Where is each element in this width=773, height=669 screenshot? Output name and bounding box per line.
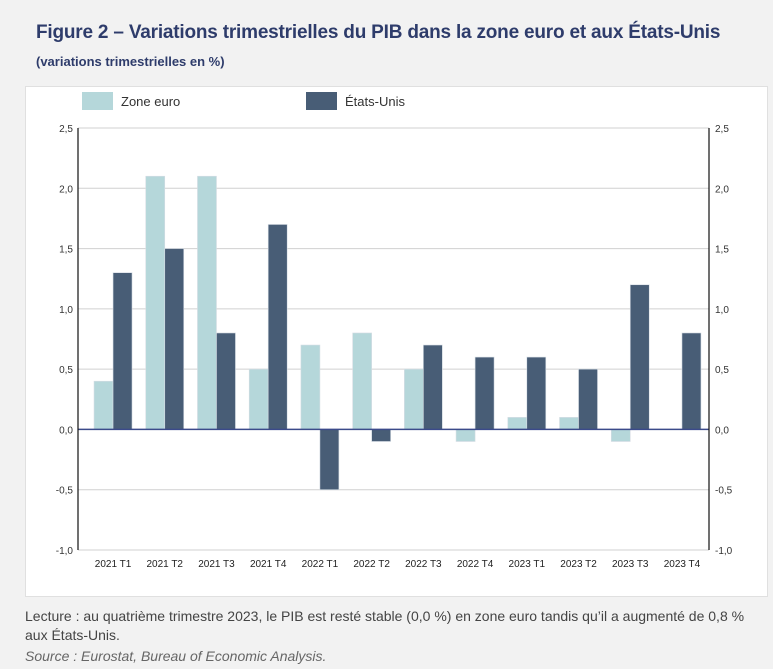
x-tick-label: 2021 T4 <box>250 559 287 570</box>
y-tick-label-right: 1,0 <box>715 305 729 316</box>
bar-etats-unis <box>267 224 288 430</box>
x-tick-label: 2023 T3 <box>612 559 649 570</box>
y-tick-label-right: -1,0 <box>715 546 733 557</box>
bar-etats-unis <box>423 344 443 430</box>
bar-etats-unis <box>629 284 650 430</box>
legend-swatch <box>82 92 113 110</box>
x-tick-label: 2023 T2 <box>560 559 597 570</box>
bar-etats-unis <box>371 429 391 442</box>
y-tick-label-left: 2,5 <box>59 124 73 135</box>
y-tick-label-left: 1,5 <box>59 245 73 256</box>
bar-zone-euro <box>197 175 217 430</box>
reading-note: Lecture : au quatrième trimestre 2023, l… <box>25 608 745 643</box>
bar-zone-euro <box>610 429 631 442</box>
bar-etats-unis <box>216 332 236 430</box>
y-tick-label-left: -1,0 <box>56 546 74 557</box>
legend-label: Zone euro <box>121 94 180 109</box>
y-tick-label-right: -0,5 <box>715 486 733 497</box>
y-tick-label-left: 1,0 <box>59 305 73 316</box>
x-tick-label: 2021 T1 <box>95 559 132 570</box>
bar-etats-unis <box>164 248 185 430</box>
y-tick-label-left: 2,0 <box>59 184 73 195</box>
bar-etats-unis <box>681 332 702 430</box>
y-axis-left-labels: -1,0 -0,5 0,0 0,5 1,0 1,5 2,0 2,5 <box>56 124 74 557</box>
bar-zone-euro <box>559 417 579 430</box>
legend-swatch <box>306 92 337 110</box>
x-tick-label: 2023 T4 <box>664 559 701 570</box>
bar-zone-euro <box>248 368 269 430</box>
x-tick-label: 2023 T1 <box>509 559 546 570</box>
bar-zone-euro <box>507 417 528 430</box>
y-tick-label-left: 0,0 <box>59 425 73 436</box>
y-tick-label-right: 0,0 <box>715 425 729 436</box>
y-axis-right-labels: -1,0 -0,5 0,0 0,5 1,0 1,5 2,0 2,5 <box>715 124 733 557</box>
bar-etats-unis <box>319 429 340 491</box>
y-tick-label-left: -0,5 <box>56 486 74 497</box>
x-tick-label: 2022 T3 <box>405 559 442 570</box>
bar-zone-euro <box>352 332 372 430</box>
chart-title: Figure 2 – Variations trimestrielles du … <box>36 22 721 43</box>
legend-label: États-Unis <box>345 94 405 109</box>
bar-etats-unis <box>526 356 547 430</box>
x-tick-label: 2022 T1 <box>302 559 339 570</box>
x-tick-label: 2021 T3 <box>198 559 235 570</box>
source-note: Source : Eurostat, Bureau of Economic An… <box>25 648 327 664</box>
bar-zone-euro <box>93 380 114 430</box>
y-tick-label-left: 0,5 <box>59 365 73 376</box>
x-tick-label: 2022 T2 <box>353 559 390 570</box>
y-tick-label-right: 0,5 <box>715 365 729 376</box>
bar-etats-unis <box>474 356 495 430</box>
bar-etats-unis <box>112 272 133 430</box>
bar-zone-euro <box>404 368 424 430</box>
bars <box>93 175 702 491</box>
y-tick-label-right: 1,5 <box>715 245 729 256</box>
x-tick-label: 2021 T2 <box>146 559 183 570</box>
x-axis-labels: 2021 T1 2021 T2 2021 T3 2021 T4 2022 T1 2022 … <box>95 559 701 570</box>
y-tick-label-right: 2,0 <box>715 184 729 195</box>
bar-etats-unis <box>578 368 598 430</box>
x-tick-label: 2022 T4 <box>457 559 494 570</box>
chart-subtitle: (variations trimestrielles en %) <box>36 54 225 69</box>
bar-zone-euro <box>455 429 476 442</box>
bar-zone-euro <box>300 344 321 430</box>
y-tick-label-right: 2,5 <box>715 124 729 135</box>
legend: Zone euro États-Unis <box>82 92 405 110</box>
axes <box>77 128 710 550</box>
bar-zone-euro <box>145 175 166 430</box>
